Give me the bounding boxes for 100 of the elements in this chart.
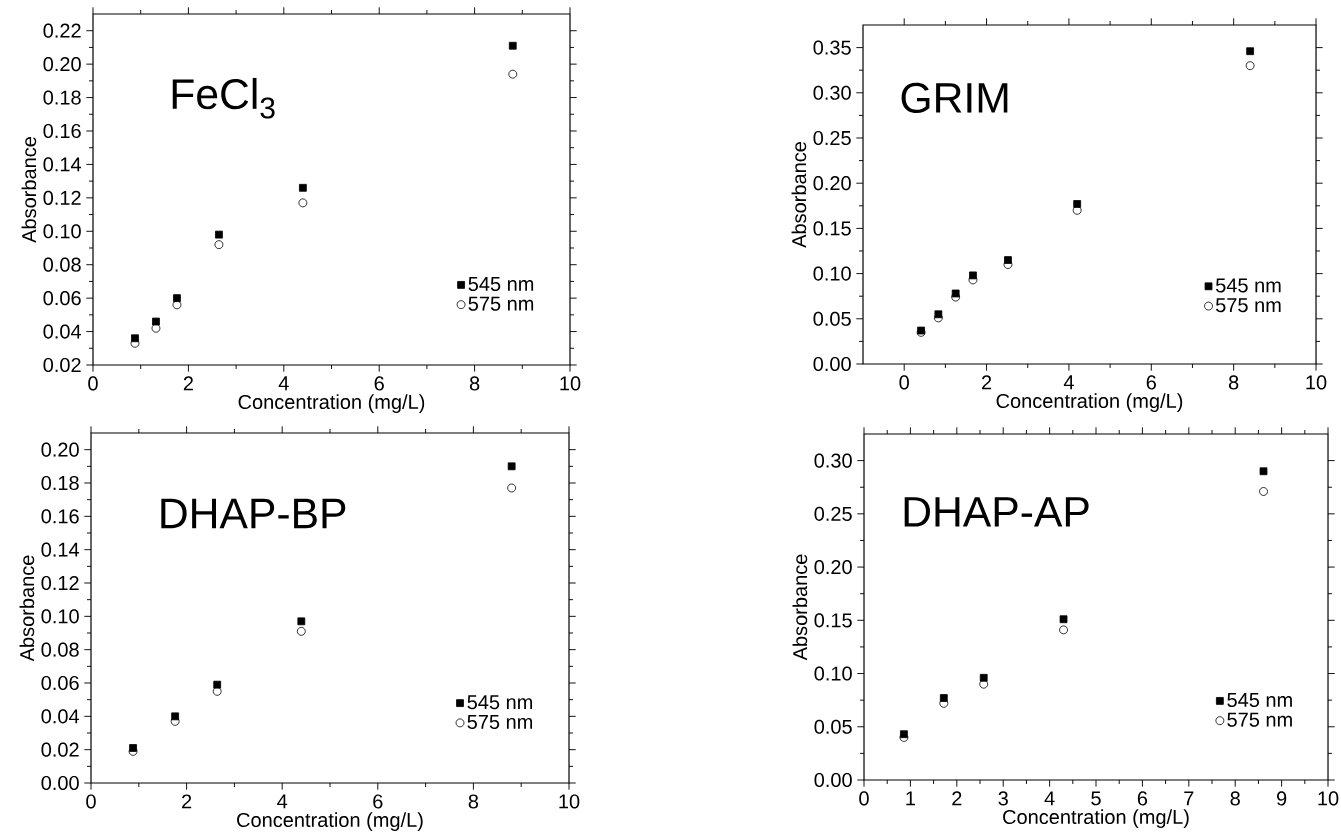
y-tick-label: 0.25 — [814, 506, 852, 521]
y-tick-label: 0.00 — [41, 775, 79, 791]
y-tick-label: 0.06 — [41, 675, 79, 691]
x-tick-label: 6 — [374, 376, 384, 391]
x-tick-label: 7 — [1184, 791, 1194, 806]
y-tick-label: 0.06 — [43, 291, 81, 306]
x-tick-label: 2 — [982, 375, 992, 390]
x-axis-title: Concentration (mg/L) — [996, 393, 1183, 412]
x-tick-label: 0 — [88, 376, 98, 391]
y-tick-label: 0.20 — [43, 57, 81, 72]
point — [297, 617, 306, 626]
y-tick-label: 0.15 — [814, 613, 852, 628]
y-tick-label: 0.02 — [41, 742, 79, 757]
y-tick-label: 0.05 — [813, 311, 851, 326]
x-tick-label: 10 — [560, 376, 581, 391]
x-tick-label: 3 — [998, 791, 1008, 806]
x-tick-label: 2 — [952, 791, 962, 806]
point — [1259, 487, 1268, 496]
x-tick-label: 8 — [1228, 375, 1239, 390]
x-tick-label: 4 — [1044, 791, 1055, 806]
y-tick-label: 0.20 — [41, 442, 79, 457]
y-tick-label: 0.15 — [813, 221, 851, 236]
text: FeCl$_{3}$ — [172, 77, 275, 119]
x-tick-label: 0 — [859, 791, 869, 806]
y-tick-label: 0.05 — [814, 719, 852, 734]
y-tick-label: 0.00 — [813, 356, 851, 372]
y-tick-label: 0.35 — [813, 40, 851, 55]
point — [507, 483, 517, 493]
y-tick-label: 0.00 — [814, 772, 852, 788]
point — [508, 69, 518, 79]
y-tick-label: 0.12 — [41, 575, 79, 591]
x-tick-label: 0 — [899, 375, 909, 390]
point — [507, 462, 516, 471]
y-tick-label: 0.16 — [41, 509, 79, 524]
text: DHAP-BP — [161, 498, 346, 529]
point — [1059, 615, 1068, 624]
y-tick-label: 0.08 — [43, 257, 81, 272]
y-tick-label: 0.10 — [814, 666, 852, 681]
x-tick-label: 8 — [468, 794, 479, 809]
text: GRIM — [901, 82, 1008, 113]
y-axis-title: Absorbance — [791, 142, 807, 248]
x-tick-label: 9 — [1277, 791, 1287, 806]
y-tick-label: 0.22 — [43, 23, 81, 38]
y-tick-label: 0.30 — [813, 85, 851, 100]
x-tick-label: 6 — [373, 794, 383, 809]
y-tick-label: 0.04 — [41, 709, 80, 724]
x-tick-label: 2 — [182, 794, 192, 809]
y-tick-label: 0.30 — [814, 453, 852, 468]
x-tick-label: 10 — [559, 794, 580, 809]
legend-label: 575 nm — [467, 715, 533, 729]
y-tick-label: 0.02 — [43, 357, 81, 373]
y-tick-label: 0.20 — [813, 176, 851, 191]
point — [1246, 47, 1254, 56]
x-tick-label: 6 — [1137, 791, 1148, 806]
y-tick-label: 0.20 — [814, 559, 852, 575]
legend-label: 545 nm — [468, 277, 534, 291]
x-axis-title: Concentration (mg/L) — [238, 394, 425, 413]
x-tick-label: 10 — [1306, 375, 1327, 390]
point — [299, 183, 307, 192]
legend-label: 545 nm — [467, 695, 533, 710]
y-axis-title: Absorbance — [21, 137, 37, 243]
legend-label: 545 nm — [1227, 693, 1292, 707]
x-tick-label: 10 — [1318, 791, 1339, 806]
y-tick-label: 0.14 — [41, 542, 80, 557]
y-axis-title: Absorbance — [792, 554, 808, 661]
y-tick-label: 0.10 — [43, 224, 81, 239]
x-tick-label: 1 — [906, 791, 915, 806]
legend-label: 575 nm — [1227, 712, 1292, 727]
x-tick-label: 4 — [1063, 375, 1074, 390]
legend-label: 545 nm — [1215, 278, 1281, 293]
point — [296, 626, 306, 636]
y-tick-label: 0.08 — [41, 642, 79, 657]
x-tick-label: 5 — [1091, 791, 1101, 806]
point — [214, 240, 224, 250]
text: DHAP-AP — [904, 497, 1089, 527]
point — [172, 300, 182, 310]
y-axis-title: Absorbance — [19, 555, 35, 662]
legend-label: 575 nm — [1215, 298, 1281, 313]
y-tick-label: 0.18 — [43, 90, 81, 105]
y-tick-label: 0.10 — [41, 609, 79, 624]
y-tick-label: 0.10 — [813, 266, 851, 281]
x-tick-label: 0 — [86, 794, 96, 809]
point — [1059, 625, 1068, 635]
x-tick-label: 4 — [277, 794, 288, 809]
y-tick-label: 0.04 — [43, 324, 82, 339]
x-tick-label: 4 — [278, 376, 289, 391]
x-tick-label: 2 — [183, 376, 193, 391]
x-tick-label: 6 — [1146, 375, 1156, 390]
y-tick-label: 0.18 — [41, 475, 79, 491]
legend-label: 575 nm — [468, 296, 534, 311]
x-tick-label: 8 — [1230, 791, 1240, 806]
point — [1259, 467, 1268, 476]
y-tick-label: 0.14 — [43, 157, 82, 172]
point — [508, 41, 517, 50]
point — [215, 230, 223, 239]
point — [1245, 61, 1255, 71]
y-tick-label: 0.16 — [43, 123, 81, 139]
y-tick-label: 0.25 — [813, 130, 851, 146]
point — [298, 198, 308, 208]
x-axis-title: Concentration (mg/L) — [237, 812, 423, 831]
